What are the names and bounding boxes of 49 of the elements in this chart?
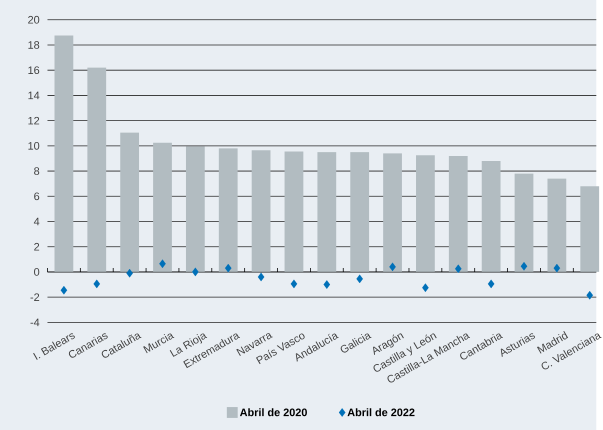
point bbox=[224, 264, 232, 272]
bar bbox=[482, 160, 501, 272]
bar bbox=[448, 156, 468, 272]
y-tick-label: -2 bbox=[30, 293, 40, 301]
point bbox=[422, 283, 429, 292]
bar bbox=[547, 178, 566, 272]
point bbox=[389, 262, 396, 272]
bar bbox=[514, 174, 534, 272]
y-tick-label: 0 bbox=[34, 268, 40, 276]
bar bbox=[252, 150, 270, 272]
legend-label: Abril de 2022 bbox=[348, 408, 415, 416]
y-tick-label: 2 bbox=[34, 242, 40, 250]
bar bbox=[218, 148, 238, 272]
point bbox=[126, 268, 133, 278]
point bbox=[520, 262, 528, 271]
point bbox=[356, 274, 363, 284]
y-tick-label: 10 bbox=[28, 142, 40, 150]
point bbox=[60, 286, 68, 294]
point bbox=[192, 268, 199, 276]
bar bbox=[383, 153, 402, 272]
bar bbox=[186, 146, 205, 272]
point bbox=[488, 279, 494, 288]
bar bbox=[317, 152, 336, 272]
bar bbox=[284, 151, 304, 272]
y-tick-label: 14 bbox=[28, 92, 40, 100]
point bbox=[93, 279, 100, 288]
bar bbox=[416, 155, 435, 272]
y-tick-label: 8 bbox=[34, 167, 40, 175]
bar bbox=[153, 142, 172, 272]
legend-label: Abril de 2020 bbox=[240, 408, 307, 416]
point bbox=[554, 264, 560, 272]
point bbox=[454, 264, 462, 274]
point bbox=[258, 272, 264, 282]
bar bbox=[580, 186, 600, 272]
bar bbox=[120, 132, 140, 272]
y-tick-label: 4 bbox=[34, 218, 40, 226]
y-tick-label: 6 bbox=[34, 192, 40, 200]
point bbox=[290, 279, 298, 288]
bar bbox=[54, 35, 74, 272]
point bbox=[324, 280, 330, 289]
y-tick-label: 20 bbox=[28, 16, 40, 24]
y-tick-label: 16 bbox=[28, 66, 40, 74]
point bbox=[159, 259, 166, 268]
point bbox=[586, 290, 594, 300]
bar bbox=[87, 68, 106, 272]
y-tick-label: 12 bbox=[28, 116, 40, 124]
y-tick-label: -4 bbox=[30, 318, 40, 326]
bar bbox=[350, 152, 370, 272]
y-tick-label: 18 bbox=[28, 41, 40, 49]
